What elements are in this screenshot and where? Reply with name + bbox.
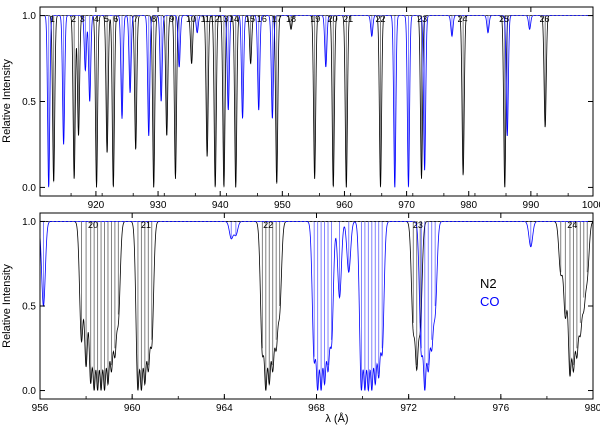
plot-traces-0	[40, 15, 593, 188]
x-tick-label: 920	[88, 200, 105, 211]
band-label: 22	[375, 14, 385, 24]
band-label: 22	[263, 220, 273, 230]
bottom-panel: Relative Intensity λ (Å) 956 960 964 968 972…	[1, 212, 600, 425]
band-label: 26	[540, 14, 550, 24]
x-tick-label: 980	[460, 200, 477, 211]
legend-co: CO	[480, 294, 500, 309]
x-tick-label: 972	[400, 403, 417, 414]
x-tick-label: 968	[308, 403, 325, 414]
band-label: 14	[229, 14, 239, 24]
x-tick-label: 976	[492, 403, 509, 414]
band-label: 7	[133, 14, 138, 24]
bottom-y-axis-label: Relative Intensity	[1, 264, 13, 348]
band-label: 1	[50, 14, 55, 24]
band-label: 12	[210, 14, 220, 24]
plot-traces-1	[40, 221, 593, 393]
band-label: 8	[151, 14, 156, 24]
band-label: 4	[94, 14, 99, 24]
series-line-co	[40, 221, 593, 393]
y-tick-label: 1.0	[22, 11, 36, 22]
band-label: 17	[272, 14, 282, 24]
band-label: 3	[80, 14, 85, 24]
band-label: 13	[218, 14, 228, 24]
legend: N2 CO	[480, 276, 500, 309]
legend-n2: N2	[480, 276, 497, 291]
y-axis: 0.0 0.5 1.0	[22, 217, 593, 397]
y-tick-label: 0.0	[22, 183, 36, 194]
band-label: 9	[169, 14, 174, 24]
y-axis: 0.0 0.5 1.0	[22, 11, 593, 194]
top-panel: Relative Intensity 920 930 940 950 960 970 980…	[1, 6, 600, 211]
x-tick-label: 960	[124, 403, 141, 414]
x-tick-label: 960	[336, 200, 353, 211]
x-tick-label: 990	[523, 200, 540, 211]
band-label: 24	[458, 14, 468, 24]
band-label: 10	[186, 14, 196, 24]
band-label: 20	[88, 220, 98, 230]
band-label: 20	[328, 14, 338, 24]
band-label: 24	[567, 220, 577, 230]
y-tick-label: 0.0	[22, 386, 36, 397]
band-label: 18	[286, 14, 296, 24]
x-tick-label: 980	[585, 403, 600, 414]
band-label: 19	[310, 14, 320, 24]
band-label: 23	[413, 220, 423, 230]
band-label: 25	[499, 14, 509, 24]
bottom-x-axis-label: λ (Å)	[325, 412, 348, 425]
band-label: 11	[201, 14, 210, 24]
band-label: 6	[113, 14, 118, 24]
band-label: 21	[343, 14, 353, 24]
x-tick-label: 956	[32, 403, 49, 414]
band-labels: 20 21 22 23 24	[88, 220, 577, 230]
x-tick-label: 940	[212, 200, 229, 211]
x-tick-label: 964	[216, 403, 233, 414]
top-y-axis-label: Relative Intensity	[1, 59, 13, 143]
y-tick-label: 0.5	[22, 302, 36, 313]
x-tick-label: 950	[274, 200, 291, 211]
band-label: 15	[245, 14, 255, 24]
band-label: 2	[71, 14, 76, 24]
band-label: 23	[417, 14, 427, 24]
x-axis: 956 960 964 968 972 976 980	[32, 213, 600, 414]
band-label: 21	[141, 220, 151, 230]
x-tick-label: 930	[150, 200, 167, 211]
y-tick-label: 0.5	[22, 97, 36, 108]
band-label: 5	[104, 14, 109, 24]
x-tick-label: 970	[398, 200, 415, 211]
band-label: 16	[257, 14, 267, 24]
y-tick-label: 1.0	[22, 217, 36, 228]
